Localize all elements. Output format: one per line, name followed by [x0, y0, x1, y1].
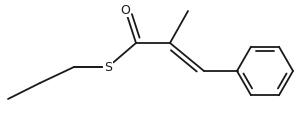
- Text: S: S: [104, 61, 112, 74]
- Text: O: O: [120, 3, 130, 16]
